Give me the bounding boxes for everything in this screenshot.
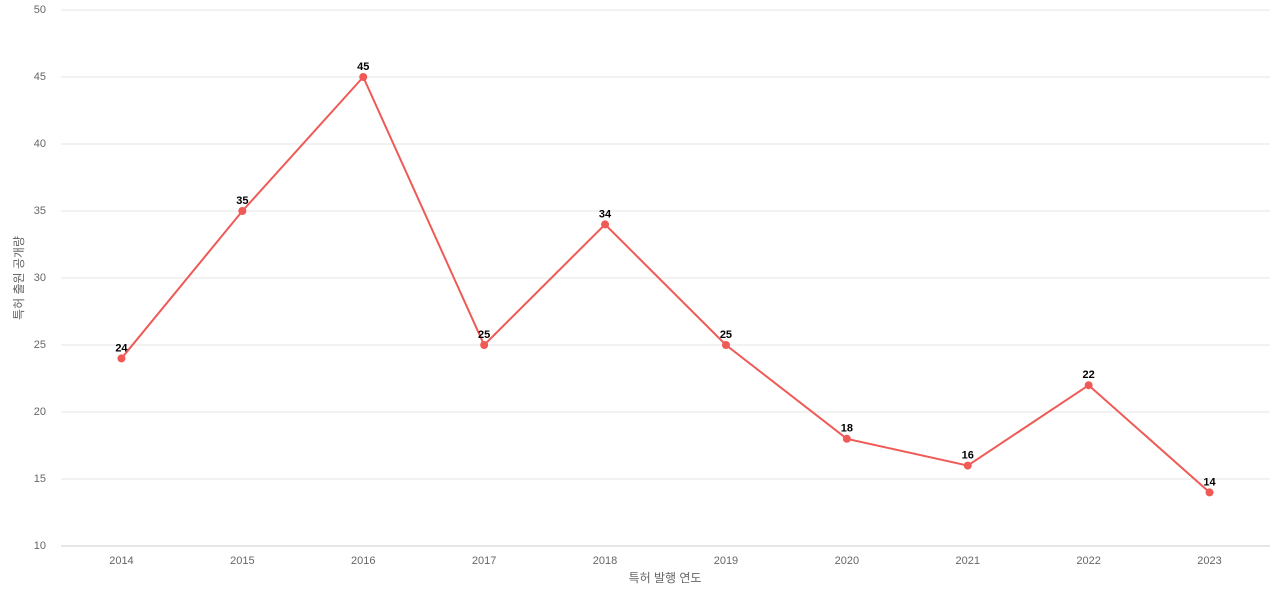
x-tick-label: 2017 bbox=[472, 555, 496, 567]
y-tick-label: 10 bbox=[34, 540, 46, 552]
data-point bbox=[601, 220, 610, 229]
data-label: 18 bbox=[841, 423, 853, 435]
x-tick-label: 2021 bbox=[956, 555, 980, 567]
y-tick-label: 35 bbox=[34, 205, 46, 217]
data-label: 16 bbox=[962, 450, 974, 462]
y-tick-label: 25 bbox=[34, 339, 46, 351]
x-tick-label: 2014 bbox=[109, 555, 133, 567]
x-tick-label: 2015 bbox=[230, 555, 254, 567]
data-point bbox=[480, 341, 489, 349]
data-label: 14 bbox=[1203, 476, 1216, 488]
y-tick-label: 40 bbox=[34, 138, 46, 150]
data-point bbox=[721, 341, 730, 349]
data-label: 45 bbox=[357, 61, 369, 73]
y-axis-title: 특허 출원 공개량 bbox=[12, 236, 26, 320]
y-tick-label: 30 bbox=[34, 272, 46, 284]
data-point bbox=[963, 461, 972, 470]
data-label: 24 bbox=[115, 342, 128, 354]
data-label: 22 bbox=[1083, 369, 1095, 381]
x-tick-label: 2016 bbox=[351, 555, 375, 567]
data-point bbox=[238, 207, 247, 215]
y-tick-label: 15 bbox=[34, 473, 46, 485]
y-tick-label: 50 bbox=[34, 4, 46, 16]
data-label: 25 bbox=[478, 329, 490, 341]
data-point bbox=[1205, 488, 1214, 497]
y-tick-label: 45 bbox=[34, 71, 46, 83]
x-tick-label: 2018 bbox=[593, 555, 617, 567]
data-point bbox=[842, 434, 851, 443]
data-line bbox=[120, 75, 1211, 494]
data-label: 25 bbox=[720, 329, 732, 341]
data-point bbox=[1084, 381, 1093, 390]
x-axis-title: 특허 발행 연도 bbox=[629, 570, 702, 585]
data-point bbox=[359, 73, 368, 81]
x-tick-label: 2022 bbox=[1076, 555, 1100, 567]
y-tick-label: 20 bbox=[34, 406, 46, 418]
data-label: 35 bbox=[236, 195, 248, 207]
data-label: 34 bbox=[599, 208, 612, 220]
x-tick-label: 2020 bbox=[835, 555, 859, 567]
x-tick-label: 2019 bbox=[714, 555, 738, 567]
x-tick-label: 2023 bbox=[1197, 555, 1221, 567]
data-point bbox=[117, 354, 126, 363]
